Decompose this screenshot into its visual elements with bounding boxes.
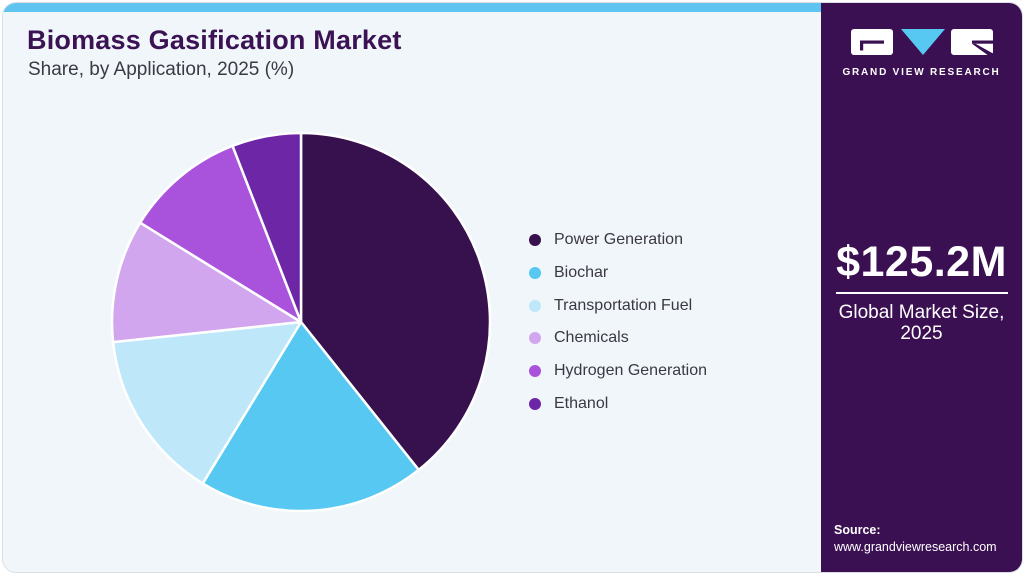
logo-g-block (850, 29, 893, 55)
market-size-value: $125.2M (836, 238, 1007, 286)
legend-swatch-icon (529, 234, 541, 247)
legend-swatch-icon (529, 397, 541, 410)
legend-item-chemicals: Chemicals (529, 322, 707, 355)
legend-label: Transportation Fuel (554, 296, 693, 314)
legend-swatch-icon (529, 365, 541, 378)
divider-line (835, 292, 1008, 295)
pie-chart-svg (110, 131, 492, 513)
pie-chart (106, 127, 496, 517)
legend: Power Generation Biochar Transportation Fu… (529, 224, 707, 420)
market-size-block: $125.2M Global Market Size, 2025 (821, 238, 1022, 345)
legend-item-biochar: Biochar (529, 257, 707, 290)
legend-swatch-icon (529, 299, 541, 312)
legend-swatch-icon (529, 332, 541, 345)
legend-item-power-generation: Power Generation (529, 224, 707, 257)
legend-item-transportation-fuel: Transportation Fuel (529, 289, 707, 322)
chart-pane: Biomass Gasification Market Share, by Ap… (3, 3, 821, 572)
legend-item-ethanol: Ethanol (529, 387, 707, 420)
legend-label: Biochar (554, 264, 609, 282)
legend-label: Hydrogen Generation (554, 362, 707, 380)
source-label: Source: (834, 523, 881, 537)
chart-subtitle: Share, by Application, 2025 (%) (28, 59, 295, 80)
pie-slice-power-generation[interactable] (299, 131, 492, 472)
source-block: Source: www.grandviewresearch.com (834, 522, 997, 556)
brand-name: GRAND VIEW RESEARCH (842, 67, 1001, 78)
legend-item-hydrogen-generation: Hydrogen Generation (529, 355, 707, 388)
legend-label: Chemicals (554, 329, 629, 347)
brand-logo: GRAND VIEW RESEARCH (821, 29, 1022, 78)
gvr-logo-icon (850, 29, 993, 56)
pie-slice-chemicals[interactable] (110, 221, 303, 344)
market-size-caption-line2: 2025 (900, 323, 943, 345)
chart-title: Biomass Gasification Market (27, 25, 402, 55)
legend-swatch-icon (529, 267, 541, 280)
source-url[interactable]: www.grandviewresearch.com (834, 540, 997, 554)
pie-slice-biochar[interactable] (201, 320, 420, 513)
pie-slice-ethanol[interactable] (231, 131, 303, 324)
logo-v-triangle (900, 29, 945, 55)
legend-label: Ethanol (554, 394, 609, 412)
brand-sidebar: GRAND VIEW RESEARCH $125.2M Global Marke… (821, 3, 1022, 572)
market-size-caption-line1: Global Market Size, (838, 302, 1005, 324)
accent-top-bar (3, 3, 821, 12)
pie-slice-transportation-fuel[interactable] (111, 320, 303, 485)
logo-r-block (950, 29, 993, 56)
legend-label: Power Generation (554, 231, 683, 249)
pie-slice-hydrogen-generation[interactable] (138, 144, 303, 324)
